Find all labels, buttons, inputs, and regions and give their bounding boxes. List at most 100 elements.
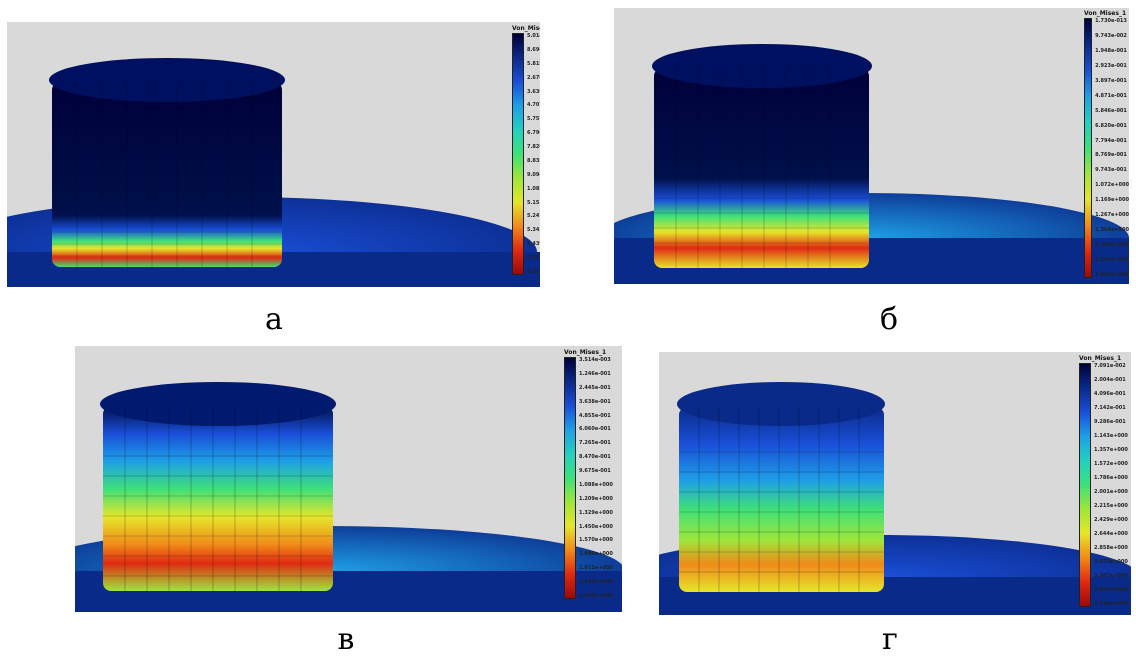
legend-tick-label: 4.871e-001 xyxy=(1095,92,1127,99)
caption-g: г xyxy=(882,622,898,657)
legend-tick-label: 3.897e-001 xyxy=(1095,77,1127,84)
legend-tick-label: 2.670e-001 xyxy=(527,74,540,81)
fem-panel-b: Von_Mises_1 1.730e-013 9.743e-002 1.948e-0… xyxy=(614,8,1129,284)
legend-tick-label: 5.631e+000 xyxy=(527,268,540,275)
legend-title: Von_Mises_1 xyxy=(1084,10,1127,17)
legend-tick-label: 1.246e-001 xyxy=(579,370,611,377)
legend-tick-label: 7.142e-001 xyxy=(1094,405,1126,411)
cylinder-body xyxy=(52,82,282,267)
legend-ticks: 1.730e-013 9.743e-002 1.948e-001 2.923e-001… xyxy=(1095,18,1129,278)
legend-tick-label: 4.855e-001 xyxy=(579,412,611,419)
cylinder-top xyxy=(677,382,885,426)
legend-tick-label: 2.052e+000 xyxy=(579,592,613,599)
legend-tick-label: 5.151e+000 xyxy=(527,199,540,206)
legend-tick-label: 3.638e-001 xyxy=(579,398,611,405)
legend-tick-label: 9.743e-002 xyxy=(1095,32,1127,39)
legend-tick-label: 1.364e+000 xyxy=(1095,227,1129,234)
legend-tick-label: 2.644e+000 xyxy=(1094,531,1128,537)
legend-tick-label: 7.820e-001 xyxy=(527,144,540,150)
legend-tick-label: 5.343e+000 xyxy=(527,227,540,234)
legend-title: Von_Mises_1 xyxy=(512,25,540,32)
legend-tick-label: 9.675e-001 xyxy=(579,468,611,474)
legend-tick-label: 2.445e-001 xyxy=(579,384,611,391)
legend-tick-label: 7.091e-002 xyxy=(1094,363,1126,369)
legend-tick-label: 1.656e+000 xyxy=(1095,271,1129,278)
legend-tick-label: 1.811e+000 xyxy=(579,565,613,572)
legend-tick-label: 1.329e+000 xyxy=(579,509,613,516)
caption-v: в xyxy=(337,622,355,657)
legend-tick-label: 5.846e-001 xyxy=(1095,107,1127,114)
legend-tick-label: 2.001e+000 xyxy=(1094,489,1128,495)
legend-tick-label: 8.835e-001 xyxy=(527,157,540,164)
legend-tick-label: 1.786e+000 xyxy=(1094,475,1128,481)
legend-tick-label: 1.948e-001 xyxy=(1095,47,1127,54)
color-legend-g: Von_Mises_1 7.091e-002 2.004e-001 4.096e-0… xyxy=(1079,355,1131,607)
cylinder-top xyxy=(49,58,285,102)
legend-tick-label: 1.570e+000 xyxy=(579,537,613,544)
legend-colorbar xyxy=(1079,363,1091,607)
legend-tick-label: 1.559e+000 xyxy=(1095,257,1129,263)
cylinder-body xyxy=(654,68,869,268)
legend-tick-label: 2.215e+000 xyxy=(1094,503,1128,509)
legend-tick-label: 6.820e-001 xyxy=(1095,122,1127,129)
legend-tick-label: 5.439e+000 xyxy=(527,241,540,248)
legend-tick-label: 1.461e+000 xyxy=(1095,242,1129,249)
legend-tick-label: 3.287e+000 xyxy=(1094,573,1128,579)
legend-tick-label: 3.716e+000 xyxy=(1094,601,1128,607)
legend-tick-label: 8.470e-001 xyxy=(579,454,611,461)
legend-tick-label: 3.514e-003 xyxy=(579,357,611,363)
legend-tick-label: 1.730e-013 xyxy=(1095,18,1127,24)
cylinder-body xyxy=(103,406,333,591)
fem-panel-v: Von_Mises_1 3.514e-003 1.246e-001 2.445e-0… xyxy=(75,346,622,612)
fem-render-v xyxy=(75,382,622,612)
legend-tick-label: 5.247e+000 xyxy=(527,213,540,220)
legend-tick-label: 9.094e-001 xyxy=(527,171,540,178)
legend-tick-label: 1.209e+000 xyxy=(579,495,613,502)
legend-tick-label: 1.690e+000 xyxy=(579,551,613,558)
legend-colorbar xyxy=(1084,18,1093,278)
legend-tick-label: 7.265e-001 xyxy=(579,440,611,447)
color-legend-a: Von_Mises_1 5.014e-017 8.694e-002 5.819e-0… xyxy=(512,25,540,275)
cylinder-top xyxy=(100,382,336,426)
cylinder-body xyxy=(679,407,884,592)
legend-tick-label: 8.769e-001 xyxy=(1095,152,1127,159)
legend-colorbar xyxy=(512,33,524,275)
legend-colorbar xyxy=(564,357,576,599)
legend-tick-label: 1.450e+000 xyxy=(579,523,613,530)
legend-tick-label: 2.858e+000 xyxy=(1094,545,1128,551)
legend-tick-label: 3.636e-001 xyxy=(527,88,540,95)
legend-tick-label: 1.143e+000 xyxy=(1094,433,1128,439)
legend-tick-label: 1.572e+000 xyxy=(1094,461,1128,467)
legend-tick-label: 5.757e-001 xyxy=(527,116,540,123)
legend-tick-label: 3.501e+000 xyxy=(1094,587,1128,593)
legend-tick-label: 2.004e-001 xyxy=(1094,377,1126,383)
legend-ticks: 3.514e-003 1.246e-001 2.445e-001 3.638e-001… xyxy=(579,357,613,599)
legend-tick-label: 3.073e+000 xyxy=(1094,559,1128,565)
cylinder-top xyxy=(652,44,872,88)
legend-tick-label: 5.014e-017 xyxy=(527,33,540,39)
fem-render-a xyxy=(7,58,540,287)
legend-tick-label: 9.286e-001 xyxy=(1094,419,1126,425)
legend-tick-label: 6.796e-001 xyxy=(527,130,540,137)
fem-render-g xyxy=(659,382,1131,615)
legend-tick-label: 1.267e+000 xyxy=(1095,212,1129,219)
legend-tick-label: 4.707e-001 xyxy=(527,102,540,109)
color-legend-v: Von_Mises_1 3.514e-003 1.246e-001 2.445e-0… xyxy=(564,349,622,599)
legend-tick-label: 1.169e+000 xyxy=(1095,197,1129,204)
fem-render-b xyxy=(614,44,1129,284)
legend-tick-label: 8.694e-002 xyxy=(527,46,540,53)
legend-title: Von_Mises_1 xyxy=(564,349,607,356)
legend-ticks: 7.091e-002 2.004e-001 4.096e-001 7.142e-001… xyxy=(1094,363,1128,607)
legend-tick-label: 5.819e-001 xyxy=(527,60,540,67)
legend-tick-label: 7.794e-001 xyxy=(1095,137,1127,144)
fem-panel-a: Von_Mises_1 5.014e-017 8.694e-002 5.819e-0… xyxy=(7,22,540,287)
legend-tick-label: 1.088e+000 xyxy=(579,481,613,488)
legend-tick-label: 4.096e-001 xyxy=(1094,391,1126,397)
caption-a: а xyxy=(265,302,283,337)
legend-tick-label: 5.535e+000 xyxy=(527,255,540,261)
legend-tick-label: 1.357e+000 xyxy=(1094,447,1128,453)
legend-tick-label: 2.923e-001 xyxy=(1095,62,1127,69)
legend-tick-label: 1.085e+000 xyxy=(527,185,540,192)
caption-b: б xyxy=(879,302,899,337)
legend-ticks: 5.014e-017 8.694e-002 5.819e-001 2.670e-001… xyxy=(527,33,540,275)
